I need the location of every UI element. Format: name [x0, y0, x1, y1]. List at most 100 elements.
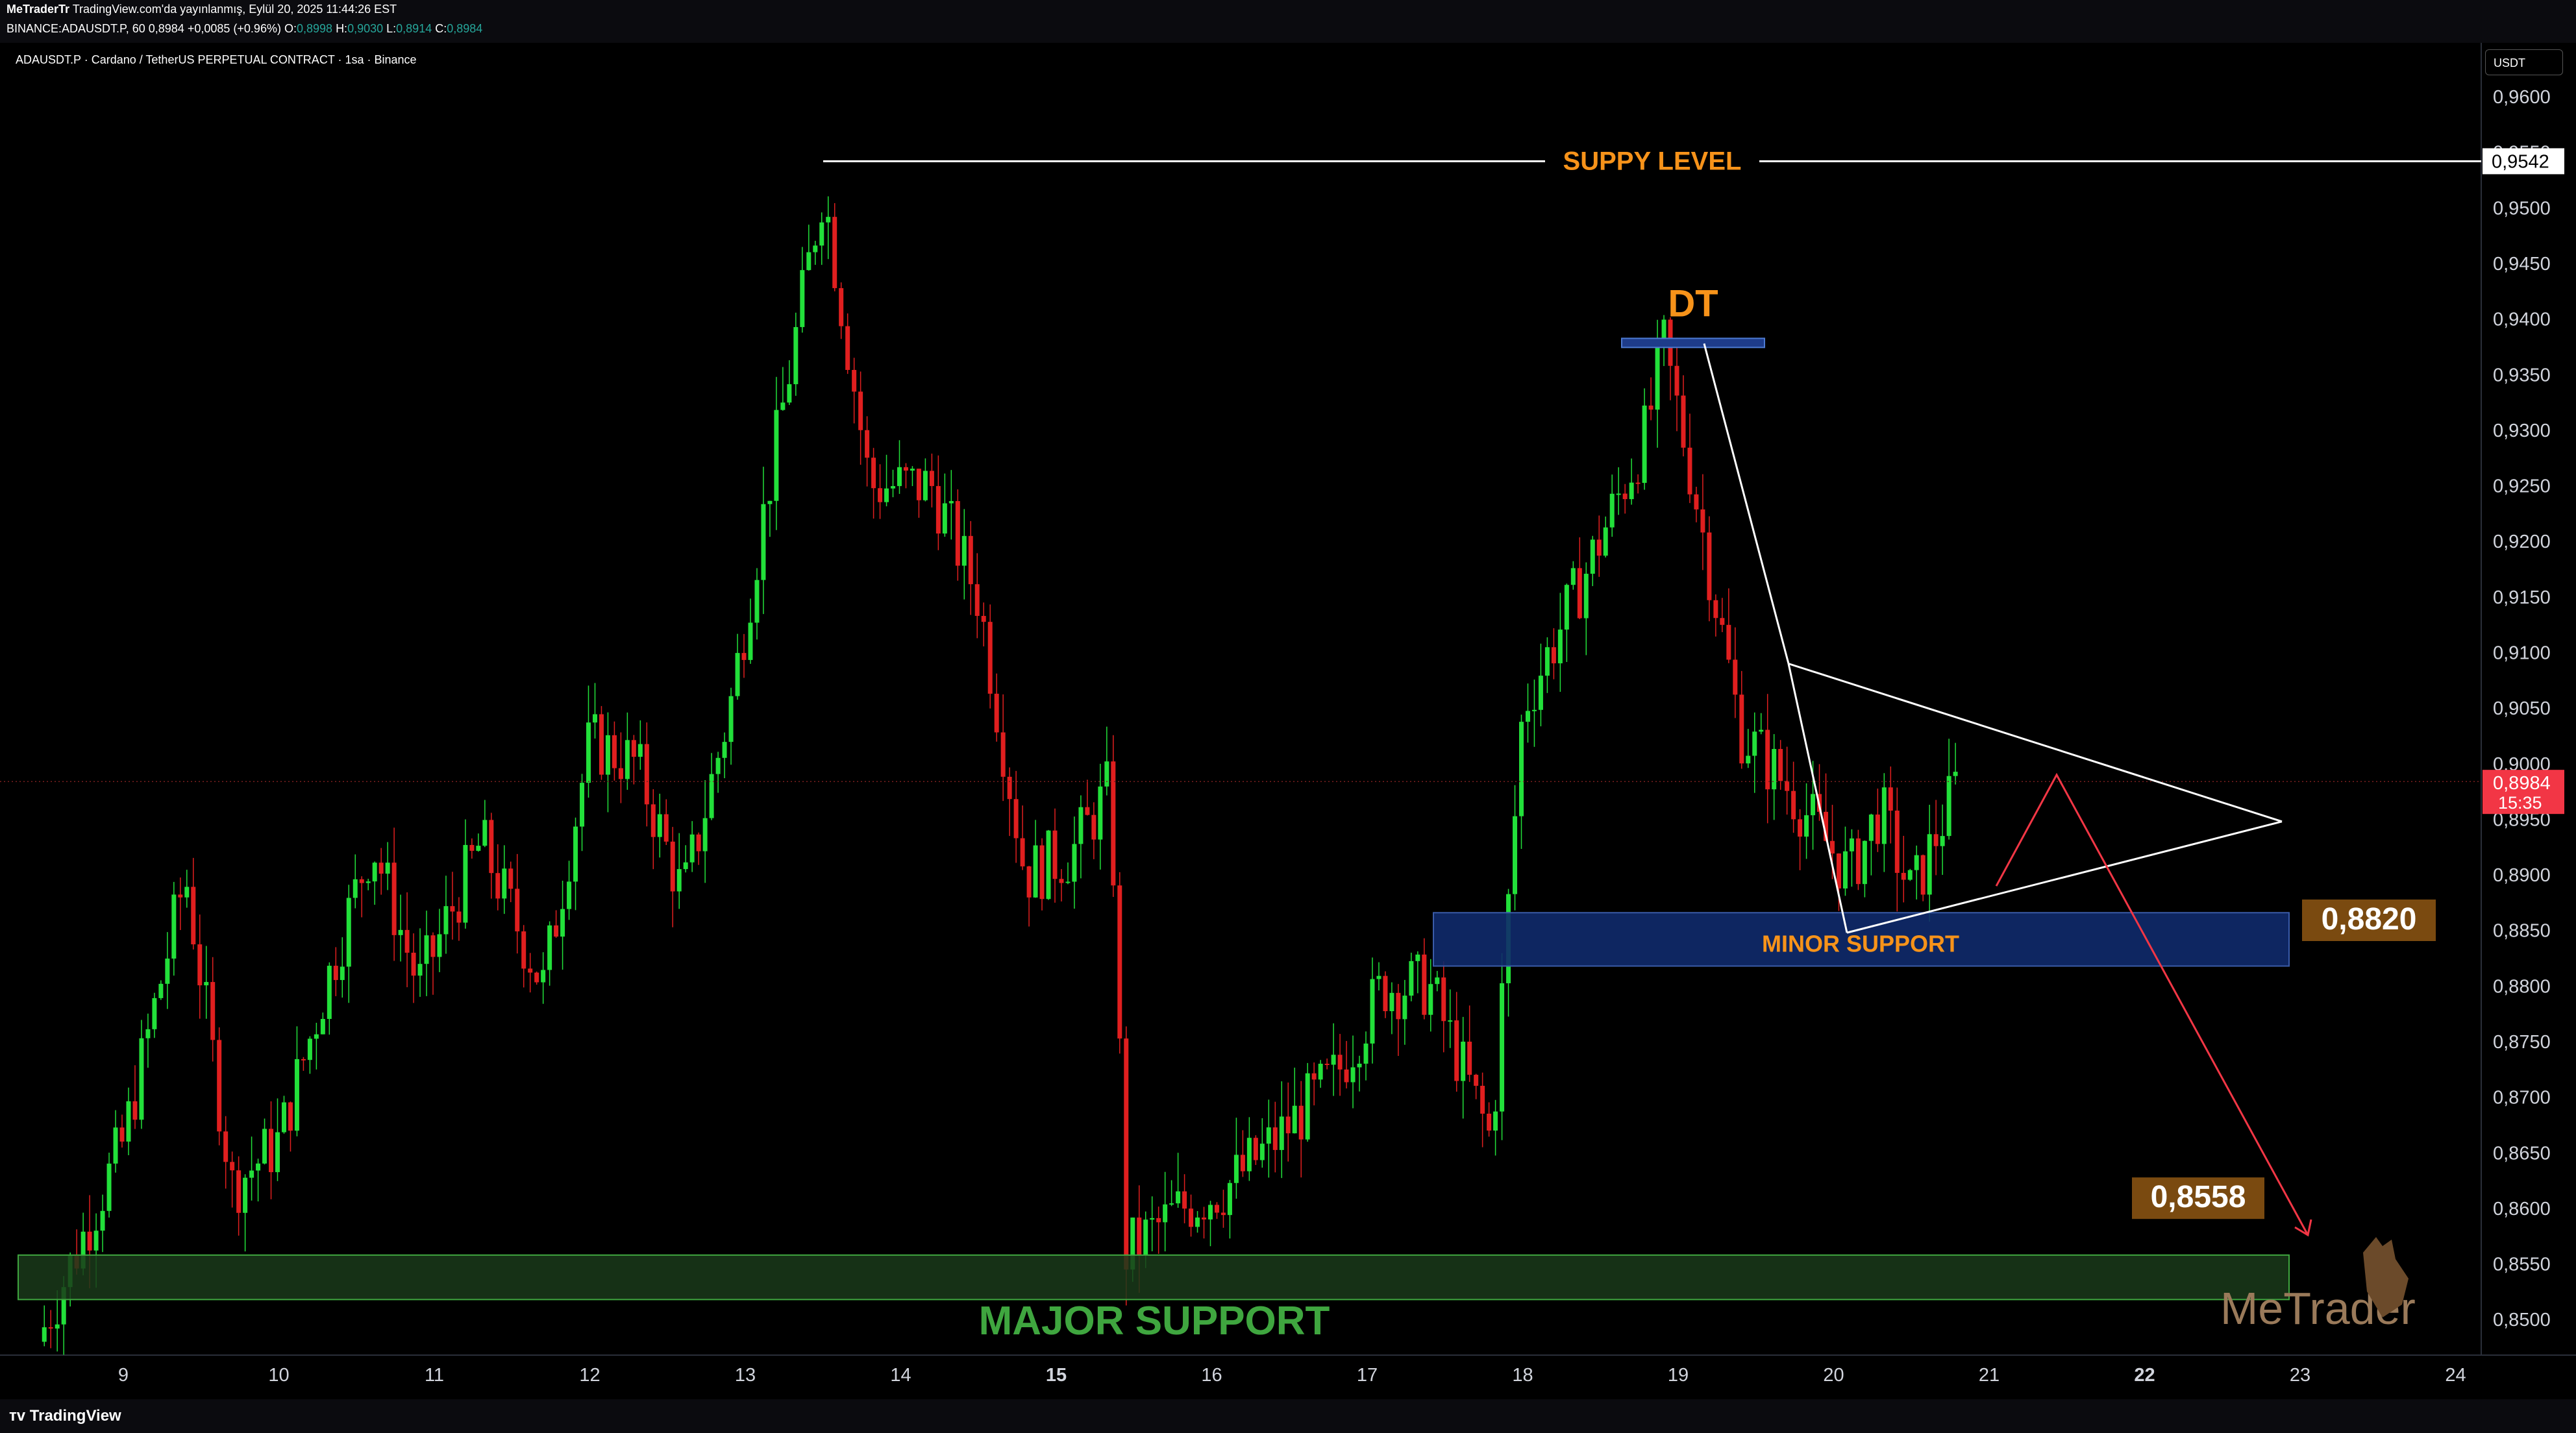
candle-body [1609, 493, 1615, 528]
candle-body [1603, 527, 1608, 556]
publisher-name: MeTraderTr [6, 3, 70, 16]
candle-body [1189, 1208, 1194, 1227]
candle-body [1266, 1127, 1271, 1144]
candle-body [1461, 1042, 1466, 1081]
projection-arrow-icon [2294, 1219, 2312, 1237]
major-support-zone[interactable] [18, 1254, 2290, 1301]
current-price-label: 0,8984 [2493, 773, 2551, 794]
candle-body [1363, 1043, 1368, 1064]
double-top-label: DT [1668, 282, 1718, 325]
candle-body [1324, 1064, 1330, 1066]
pattern-trendline[interactable] [1703, 343, 1790, 665]
candle-body [204, 982, 209, 986]
candle-body [1331, 1055, 1336, 1065]
candle-body [1493, 1111, 1498, 1131]
candle-body [942, 503, 947, 534]
candle-body [903, 467, 908, 471]
candle-body [1208, 1205, 1213, 1219]
candle-body [243, 1177, 248, 1213]
x-tick-label: 21 [1979, 1365, 2000, 1386]
y-tick-label: 0,9050 [2493, 698, 2551, 719]
candle-body [1298, 1105, 1304, 1140]
currency-selector[interactable]: USDT [2485, 49, 2563, 75]
y-tick-label: 0,9250 [2493, 476, 2551, 497]
candle-body [1713, 600, 1718, 619]
candle-countdown: 15:35 [2498, 793, 2542, 813]
pattern-trendline[interactable] [1846, 820, 2283, 934]
candle-body [1389, 992, 1394, 1012]
candle-body [670, 841, 675, 892]
major-price-box [2132, 1177, 2264, 1219]
x-tick-label: 24 [2445, 1365, 2466, 1386]
candle-body [884, 488, 889, 502]
candle-body [1855, 838, 1861, 885]
candle-body [1765, 729, 1770, 790]
candle-body [1078, 807, 1084, 844]
candle-body [1933, 834, 1938, 846]
candle-body [1137, 1218, 1142, 1255]
candle-body [365, 881, 371, 883]
candle-body [806, 252, 811, 271]
candle-body [961, 535, 967, 566]
candle-body [800, 270, 805, 327]
candle-body [269, 1129, 274, 1173]
candle-body [1396, 992, 1401, 1020]
pattern-trendline[interactable] [1787, 663, 1848, 933]
y-tick-label: 0,9500 [2493, 198, 2551, 219]
candle-body [1318, 1064, 1323, 1080]
candle-body [1176, 1191, 1181, 1204]
candle-body [1946, 776, 1951, 837]
x-tick-label: 14 [890, 1365, 911, 1386]
candle-body [100, 1210, 105, 1231]
candle-body [780, 402, 786, 410]
open-value: 0,8998 [296, 22, 333, 35]
candle-body [1875, 814, 1880, 844]
y-tick-label: 0,9350 [2493, 365, 2551, 386]
candle-body [502, 868, 507, 899]
candle-body [217, 1040, 222, 1132]
candle-body [333, 966, 338, 981]
candle-body [249, 1170, 254, 1178]
candle-body [93, 1231, 99, 1251]
candle-body [1474, 1075, 1479, 1086]
candle-body [437, 934, 442, 957]
candle-body [1285, 1116, 1291, 1134]
candle-body [1557, 630, 1563, 664]
candle-body [1920, 855, 1926, 895]
open-label: O: [284, 22, 297, 35]
candle-body [1583, 574, 1589, 619]
candle-body [1590, 539, 1595, 574]
candle-body [1927, 834, 1932, 895]
tradingview-logo-icon: ᴛᴠ [9, 1407, 30, 1425]
candle-body [1111, 761, 1116, 886]
high-value: 0,9030 [347, 22, 384, 35]
candle-body [663, 814, 669, 842]
candle-body [158, 983, 164, 998]
candle-body [1700, 509, 1705, 533]
candle-body [1000, 732, 1006, 777]
pattern-trendline[interactable] [1788, 663, 2283, 823]
candle-body [184, 887, 190, 898]
candle-body [463, 844, 468, 923]
candle-body [1551, 647, 1556, 664]
candle-body [294, 1059, 299, 1131]
candle-body [1785, 781, 1790, 791]
candle-body [839, 288, 844, 326]
candle-body [638, 744, 643, 757]
tradingview-brand[interactable]: ᴛᴠ TradingView [9, 1407, 121, 1425]
candle-body [106, 1163, 112, 1211]
double-top-box[interactable] [1621, 337, 1765, 349]
low-label: L: [386, 22, 397, 35]
candle-body [1694, 494, 1699, 509]
chart-area[interactable]: 0,96000,95500,95000,94500,94000,93500,93… [0, 43, 2576, 1399]
footer-bar: ᴛᴠ TradingView [0, 1399, 2576, 1433]
candle-body [430, 935, 436, 957]
candle-body [644, 744, 649, 805]
chart-canvas[interactable]: 0,96000,95500,95000,94500,94000,93500,93… [0, 43, 2576, 1399]
candle-body [1195, 1217, 1200, 1227]
projection-path[interactable] [1995, 772, 2309, 1236]
candle-body [1739, 694, 1744, 764]
high-label: H: [336, 22, 348, 35]
x-tick-label: 16 [1201, 1365, 1222, 1386]
candle-body [1564, 585, 1569, 630]
